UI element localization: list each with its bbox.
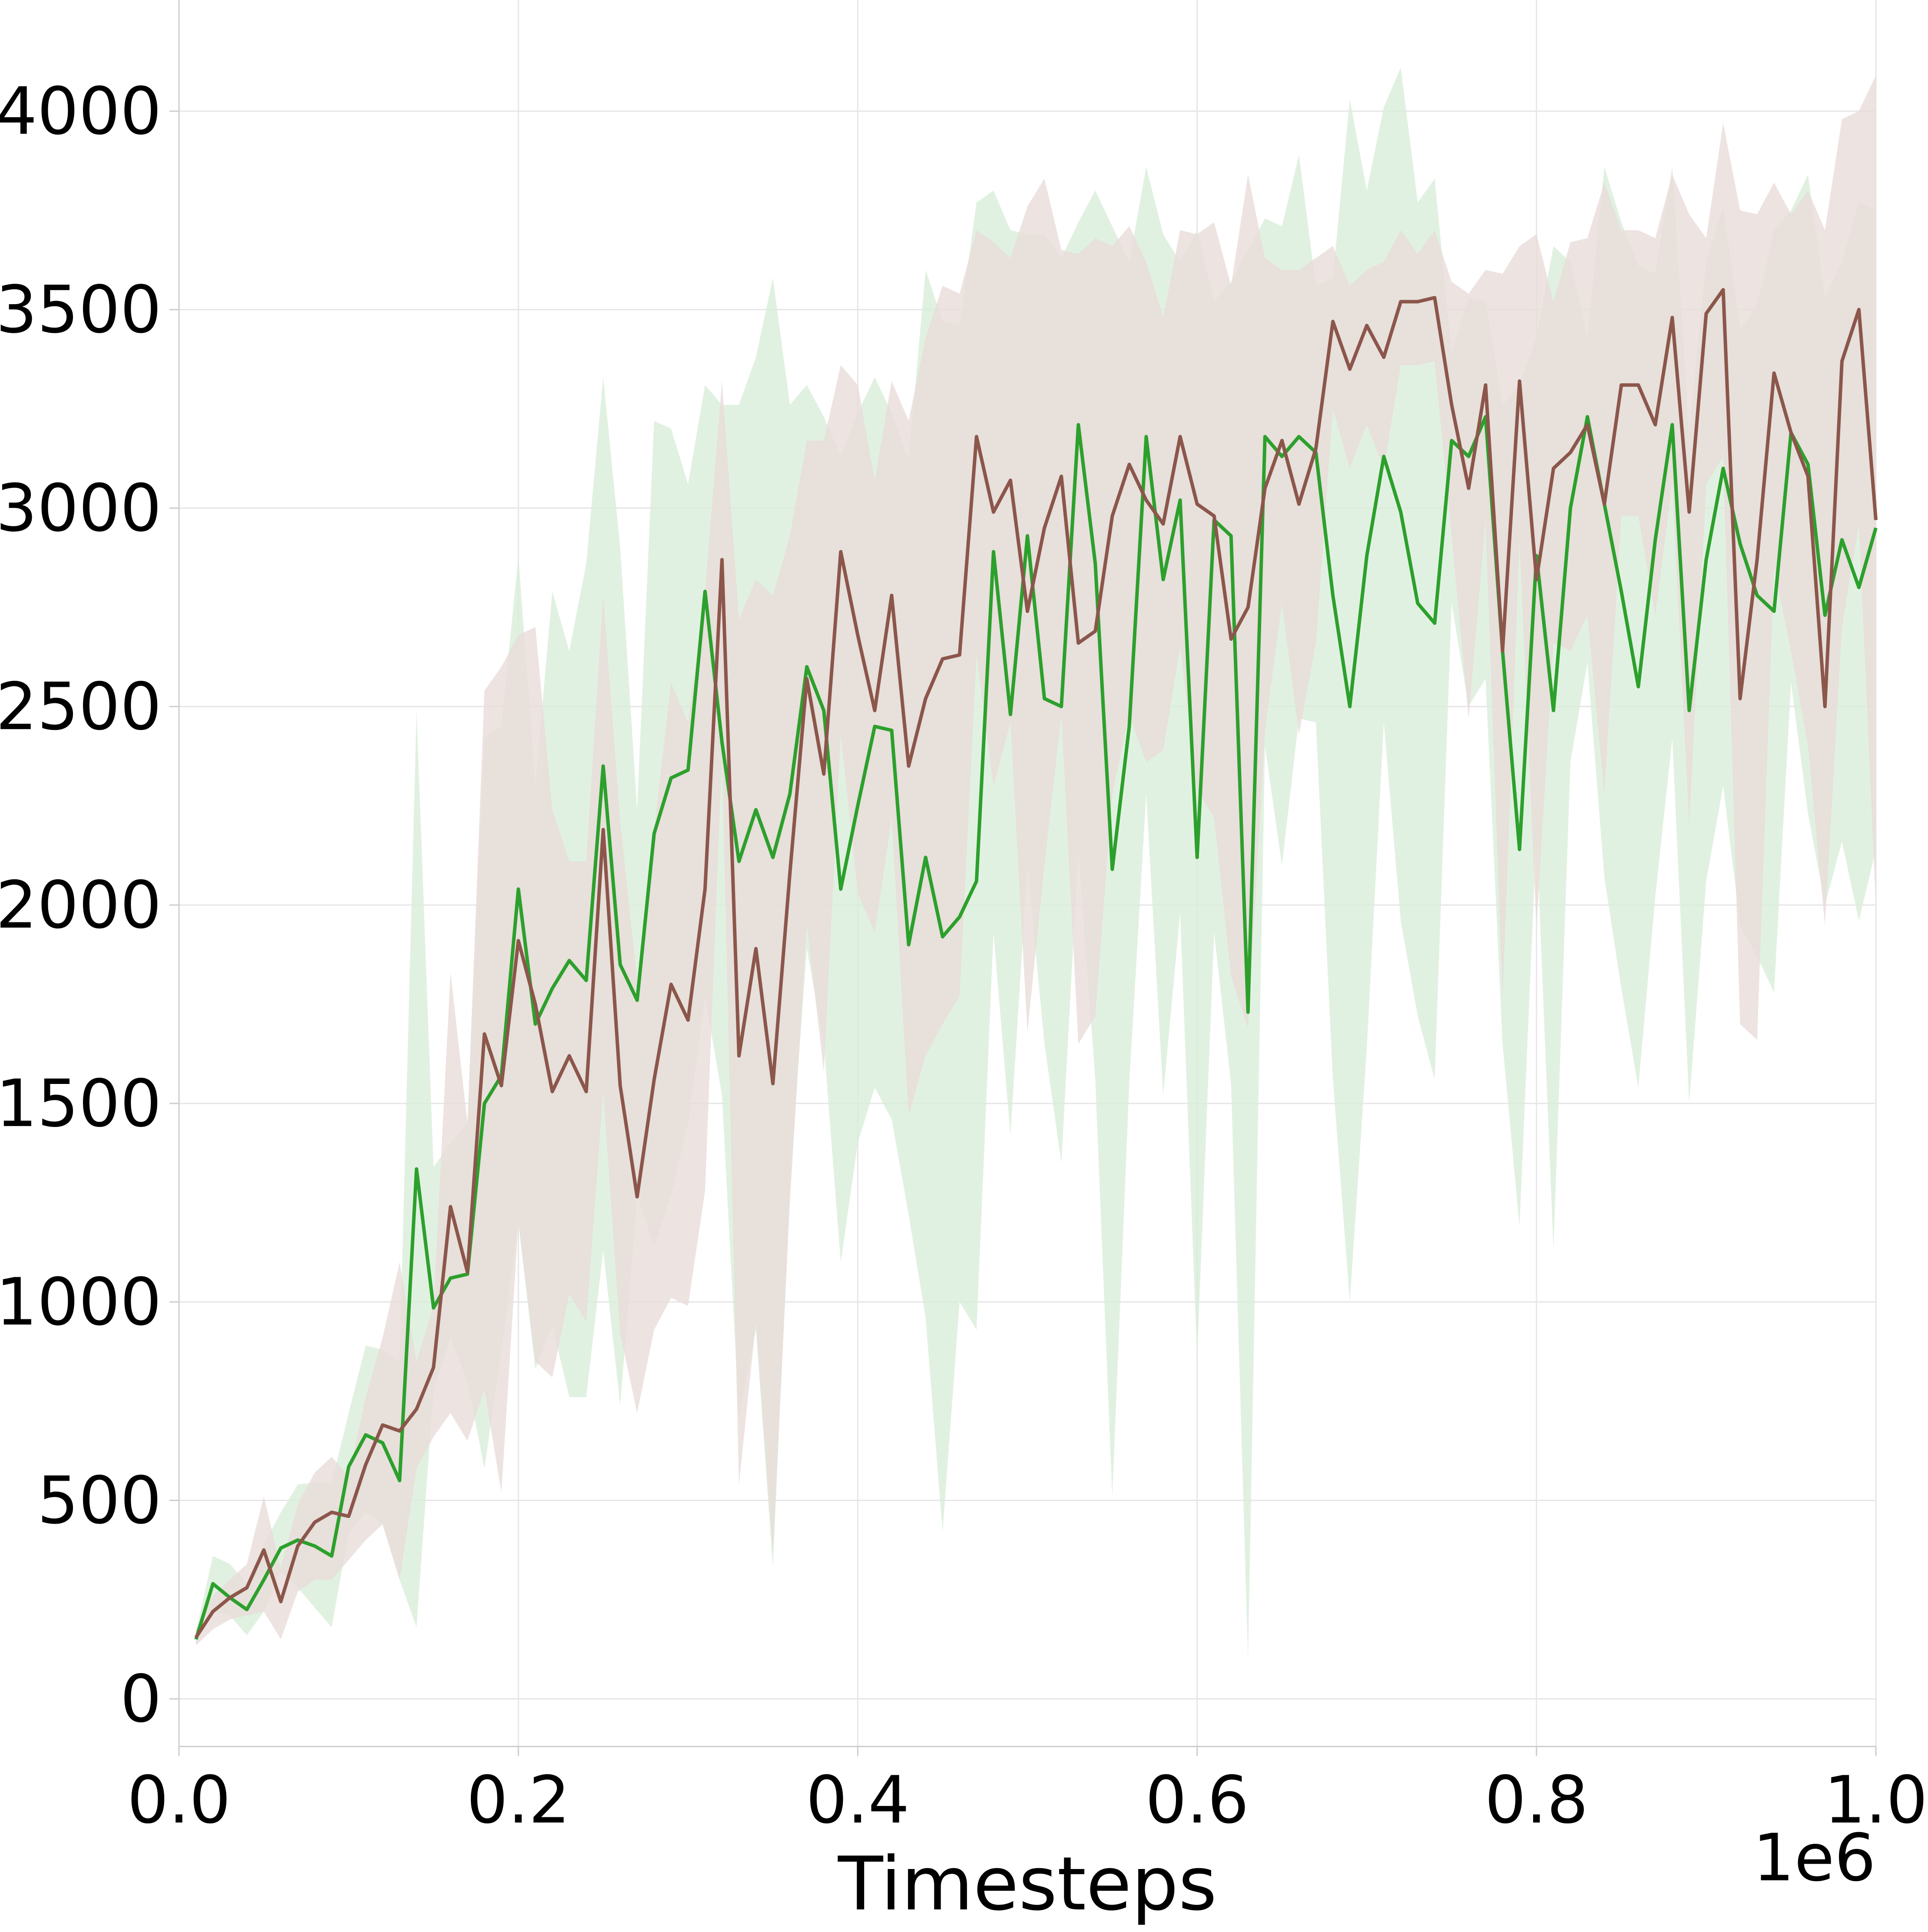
y-tick-label: 500 xyxy=(37,1463,162,1539)
series-2-confidence-band xyxy=(196,75,1876,1645)
x-tick-label: 1.0 xyxy=(1824,1763,1928,1838)
y-tick-labels: 0 500 1000 1500 2000 2500 3000 3500 4000 xyxy=(0,74,162,1737)
x-tick-label: 0.2 xyxy=(467,1763,570,1838)
y-tick-label: 2500 xyxy=(0,669,162,745)
axes xyxy=(169,0,1877,1756)
y-tick-label: 2000 xyxy=(0,868,162,943)
x-tick-label: 0.4 xyxy=(806,1763,910,1838)
y-tick-label: 4000 xyxy=(0,74,162,149)
x-tick-labels: 0.0 0.2 0.4 0.6 0.8 1.0 xyxy=(127,1763,1928,1838)
y-tick-label: 1500 xyxy=(0,1066,162,1142)
y-tick-label: 1000 xyxy=(0,1265,162,1340)
series-lines xyxy=(194,288,1878,1640)
y-tick-label: 3000 xyxy=(0,471,162,546)
x-tick-label: 0.0 xyxy=(127,1763,231,1838)
x-tick-label: 0.8 xyxy=(1485,1763,1589,1838)
series-2-line xyxy=(194,288,1878,1638)
y-tick-label: 3500 xyxy=(0,272,162,348)
band-layer xyxy=(196,67,1876,1659)
x-axis-offset-label: 1e6 xyxy=(1753,1820,1876,1896)
x-axis-title: Timesteps xyxy=(838,1841,1217,1927)
y-tick-label: 0 xyxy=(120,1661,162,1737)
x-tick-label: 0.6 xyxy=(1145,1763,1249,1838)
